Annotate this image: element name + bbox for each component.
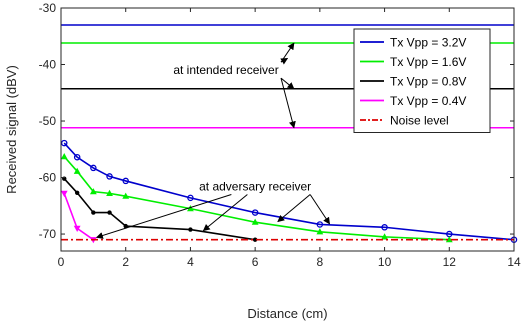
x-tick-label: 0 [58,255,65,269]
x-tick-label: 14 [507,255,521,269]
data-point-tx-vpp-3-2v [90,164,97,172]
x-tick-label: 8 [317,255,324,269]
y-tick-label: -50 [39,114,57,128]
data-point-tx-vpp-1-6v [316,228,324,235]
x-tick-label: 12 [443,255,457,269]
legend-entry-noise-level: Noise level [390,114,449,128]
annotation-arrow [280,57,289,65]
data-point-tx-vpp-0-8v [188,227,193,232]
data-point-tx-vpp-1-6v [251,218,259,225]
series-line-tx-vpp-3-2v [63,142,515,241]
data-point-tx-vpp-3-2v [187,194,194,202]
data-point-tx-vpp-0-4v [73,225,81,232]
data-point-tx-vpp-3-2v [122,177,129,185]
data-point-tx-vpp-0-8v [252,237,258,242]
data-point-tx-vpp-3-2v [381,224,388,231]
legend-entry-tx-vpp-1-6v: Tx Vpp = 1.6V [390,55,466,69]
legend-entry-tx-vpp-0-8v: Tx Vpp = 0.8V [390,75,466,89]
data-point-tx-vpp-0-8v [107,210,112,215]
annotation-arrow [309,194,330,225]
annotation-arrow [95,194,232,239]
data-point-tx-vpp-3-2v [106,173,113,180]
data-point-tx-vpp-0-8v [91,210,96,215]
data-point-tx-vpp-0-8v [74,190,80,195]
y-tick-label: -70 [39,227,57,241]
data-point-tx-vpp-1-6v [122,192,130,199]
data-point-tx-vpp-1-6v [60,153,68,160]
x-tick-label: 2 [122,255,129,269]
x-tick-label: 6 [252,255,259,269]
data-point-tx-vpp-3-2v [73,153,81,161]
annotation-arrow [280,77,296,129]
legend-entry-tx-vpp-3-2v: Tx Vpp = 3.2V [390,36,466,50]
data-point-tx-vpp-0-8v [123,223,128,229]
y-tick-label: -60 [39,171,57,185]
plot-frame [60,7,515,252]
data-point-tx-vpp-1-6v [381,233,388,240]
data-point-tx-vpp-0-4v [60,190,68,197]
annotation-arrow [280,77,295,90]
data-point-tx-vpp-1-6v [89,188,97,195]
series-line-tx-vpp-0-4v [63,193,94,241]
legend: Tx Vpp = 3.2V Tx Vpp = 1.6V Tx Vpp = 0.8V T… [353,28,491,133]
annotation-label: at adversary receiver [199,180,311,194]
y-tick-label: -30 [39,1,57,15]
legend-entry-tx-vpp-0-4v: Tx Vpp = 0.4V [390,94,466,108]
series-line-tx-vpp-1-6v [63,156,450,241]
x-tick-label: 10 [378,255,392,269]
data-point-tx-vpp-1-6v [106,189,113,196]
annotation-arrow [280,42,295,63]
annotation-arrow [277,194,311,223]
data-point-tx-vpp-1-6v [73,167,81,174]
data-point-tx-vpp-3-2v [60,139,68,147]
y-tick-label: -40 [39,58,57,72]
x-tick-label: 4 [187,255,194,269]
annotation-arrow [202,194,248,232]
data-point-tx-vpp-1-6v [445,236,453,243]
data-point-tx-vpp-3-2v [251,209,259,216]
data-point-tx-vpp-1-6v [187,205,194,212]
x-axis-label: Distance (cm) [247,306,327,321]
y-axis-label: Received signal (dBV) [4,65,19,194]
data-point-tx-vpp-3-2v [316,221,324,228]
annotation-label: at intended receiver [173,63,278,77]
